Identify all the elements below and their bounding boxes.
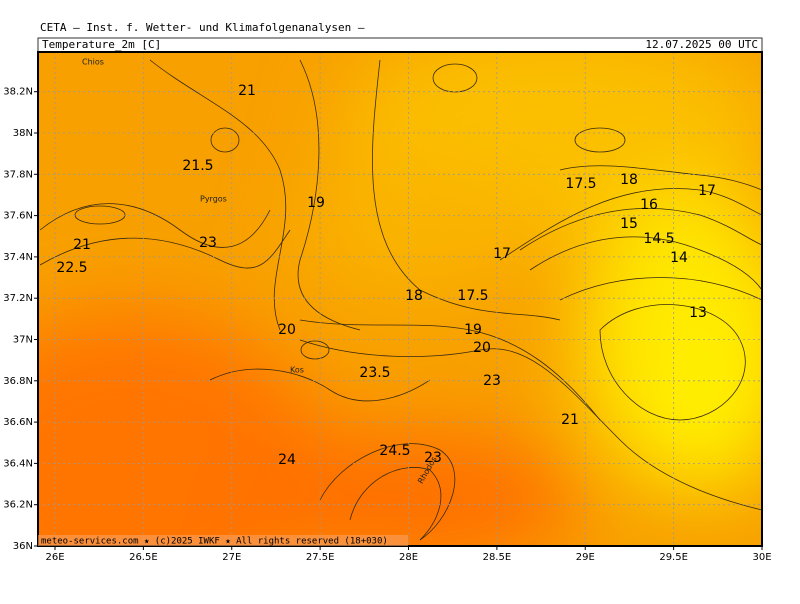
lat-tick-label: 36N [13,541,33,552]
contour-label: 23 [199,235,217,251]
contour-label: 17 [493,246,511,262]
variable-label: Temperature_2m [C] [42,38,161,51]
lat-tick-label: 38N [13,128,33,139]
contour-label: 18 [405,288,423,304]
contour-label: 22.5 [56,260,87,276]
contour-label: 23 [424,450,442,466]
contour-label: 21 [561,412,579,428]
contour-label: 13 [689,305,707,321]
lat-tick-label: 36.6N [3,417,33,428]
lat-tick-label: 38.2N [3,87,33,98]
footer-credit: meteo-services.com ★ (c)2025 IWKF ★ All … [41,537,388,547]
contour-label: 21.5 [182,158,213,174]
source-title: CETA — Inst. f. Wetter- und Klimafolgena… [40,21,365,34]
place-name: Chios [82,58,104,67]
lat-tick-label: 37.6N [3,211,33,222]
lon-tick-label: 28.5E [483,552,512,563]
contour-label: 20 [278,322,296,338]
contour-label: 18 [620,172,638,188]
contour-label: 19 [464,322,482,338]
lat-tick-label: 37.8N [3,169,33,180]
lat-tick-label: 36.2N [3,500,33,511]
lat-tick-label: 37N [13,335,33,346]
contour-label: 17.5 [457,288,488,304]
contour-label: 17 [698,183,716,199]
axes: 26E 26.5E 27E 27.5E 28E 28.5E 29E 29.5E 30E 36N 36… [3,87,771,563]
contour-label: 14.5 [643,231,674,247]
lon-tick-label: 27E [222,552,241,563]
contour-label: 15 [620,216,638,232]
footer-bg [38,535,408,546]
lon-tick-label: 29.5E [659,552,688,563]
contour-label: 20 [473,340,491,356]
map-field: ChiosPyrgosKosRhodos2121.52122.523192018… [38,52,762,546]
lon-tick-label: 26E [45,552,64,563]
lon-tick-label: 26.5E [129,552,158,563]
contour-label: 21 [73,237,91,253]
lat-tick-label: 36.8N [3,376,33,387]
contour-label: 16 [640,197,658,213]
time-label: 12.07.2025 00 UTC [645,38,758,51]
lon-tick-label: 29E [576,552,595,563]
place-name: Pyrgos [200,195,227,204]
contour-label: 19 [307,195,325,211]
lat-tick-label: 36.4N [3,458,33,469]
place-name: Kos [290,366,304,375]
lon-tick-label: 28E [399,552,418,563]
lon-tick-label: 30E [752,552,771,563]
contour-labels: ChiosPyrgosKosRhodos2121.52122.523192018… [56,58,716,486]
contour-label: 17.5 [565,176,596,192]
contour-label: 14 [670,250,688,266]
contour-label: 21 [238,83,256,99]
lat-tick-label: 37.4N [3,252,33,263]
contour-label: 23.5 [359,365,390,381]
lat-tick-label: 37.2N [3,293,33,304]
contours [39,59,762,541]
contour-label: 24.5 [379,443,410,459]
contour-label: 24 [278,452,296,468]
contour-label: 23 [483,373,501,389]
graticule [38,52,762,546]
lon-tick-label: 27.5E [306,552,335,563]
